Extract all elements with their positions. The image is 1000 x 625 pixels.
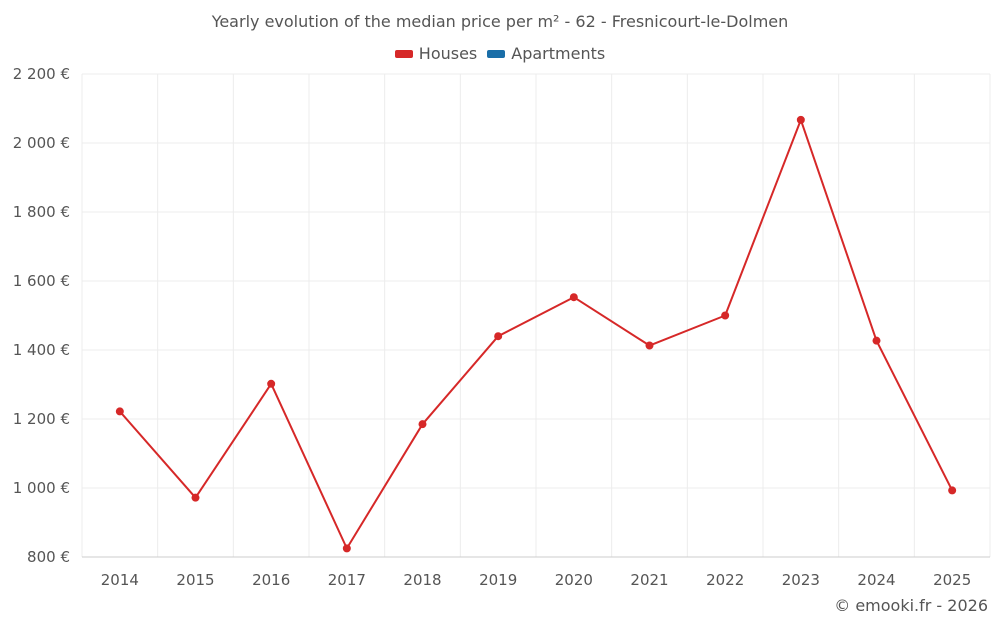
x-tick-label: 2015 (176, 571, 214, 589)
credit-text: © emooki.fr - 2026 (834, 596, 988, 615)
x-tick-label: 2021 (630, 571, 668, 589)
y-tick-label: 1 600 € (13, 272, 70, 290)
data-point (948, 486, 957, 495)
data-point (872, 336, 881, 345)
data-point (796, 115, 805, 124)
data-point (191, 493, 200, 502)
data-point (267, 379, 276, 388)
chart-title: Yearly evolution of the median price per… (211, 12, 789, 31)
y-tick-label: 1 000 € (13, 479, 70, 497)
legend-label-houses: Houses (418, 44, 478, 63)
data-point (569, 293, 578, 302)
y-tick-label: 1 800 € (13, 203, 70, 221)
data-point (342, 544, 351, 553)
series-layer (115, 115, 957, 553)
x-tick-label: 2018 (403, 571, 441, 589)
legend-item-houses[interactable]: Houses (394, 44, 478, 63)
x-tick-label: 2024 (857, 571, 895, 589)
y-tick-label: 2 200 € (13, 65, 70, 83)
grid-layer (81, 73, 991, 558)
x-tick-label: 2020 (555, 571, 593, 589)
series-line-houses (119, 118, 954, 550)
x-tick-label: 2022 (706, 571, 744, 589)
x-tick-label: 2023 (782, 571, 820, 589)
y-tick-label: 2 000 € (13, 134, 70, 152)
data-point (645, 341, 654, 350)
legend-swatch-houses (394, 49, 413, 58)
x-tick-label: 2017 (328, 571, 366, 589)
x-tick-label: 2019 (479, 571, 517, 589)
axis-layer: 800 € 1 000 € 1 200 € 1 400 € 1 600 € 1 800 €… (13, 65, 990, 589)
x-tick-label: 2014 (101, 571, 139, 589)
data-point (418, 420, 427, 429)
chart-legend: Houses Apartments (0, 44, 1000, 63)
y-tick-label: 1 200 € (13, 410, 70, 428)
legend-item-apartments[interactable]: Apartments (487, 44, 605, 63)
x-tick-label: 2025 (933, 571, 971, 589)
data-point (115, 407, 124, 416)
x-tick-label: 2016 (252, 571, 290, 589)
legend-label-apartments: Apartments (511, 44, 606, 63)
data-point (721, 311, 730, 320)
data-point (494, 332, 503, 341)
y-tick-label: 1 400 € (13, 341, 70, 359)
legend-swatch-apartments (487, 49, 506, 58)
y-tick-label: 800 € (27, 548, 70, 566)
